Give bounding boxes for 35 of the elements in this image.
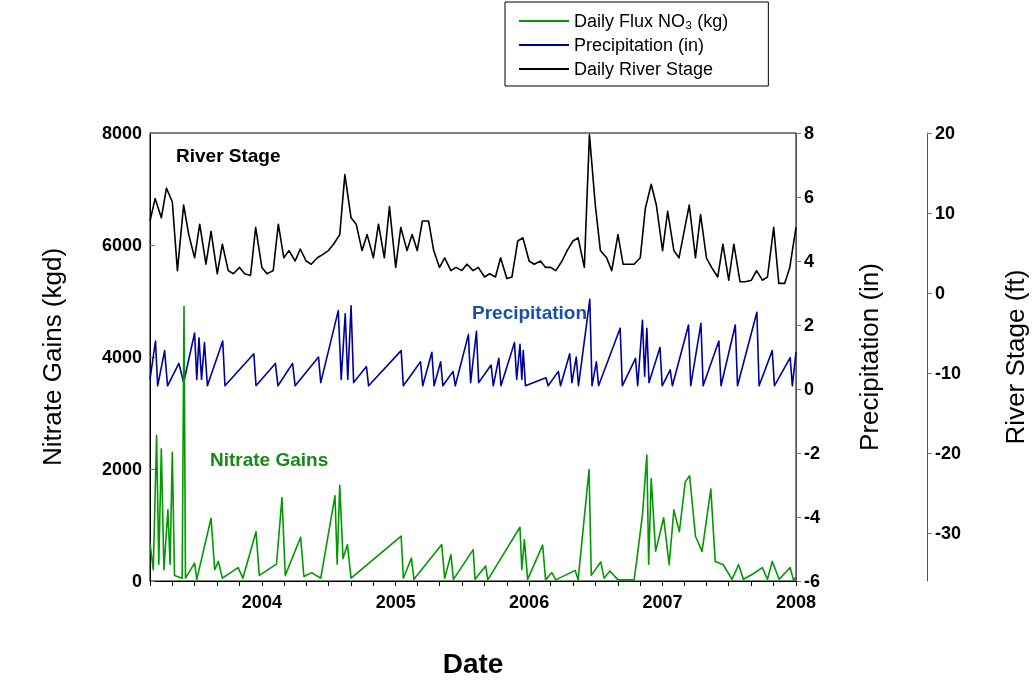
y3-tick-label: -10 <box>935 363 962 383</box>
y2-tick-label: -2 <box>804 443 821 463</box>
y-tick-label: 4000 <box>101 347 142 367</box>
y2-tick-label: 6 <box>804 187 815 207</box>
y-tick-label: 2000 <box>101 459 142 479</box>
x-tick-label: 2007 <box>642 592 683 612</box>
y2-tick-label: 8 <box>804 123 815 143</box>
y2-tick-label: -6 <box>804 571 821 591</box>
y-tick-label: 6000 <box>101 235 142 255</box>
y-tick-label: 8000 <box>101 123 142 143</box>
y3-tick-label: -20 <box>935 443 962 463</box>
legend-label: Daily River Stage <box>574 59 714 79</box>
y-axis-title: Nitrate Gains (kgd) <box>37 247 67 467</box>
line-series <box>149 298 797 387</box>
annotation: Nitrate Gains <box>210 449 329 470</box>
y3-tick-label: 10 <box>935 203 956 223</box>
y2-tick-label: 0 <box>804 379 815 399</box>
y3-tick-label: 0 <box>935 283 946 303</box>
x-tick-label: 2004 <box>241 592 282 612</box>
annotation: River Stage <box>176 145 281 166</box>
legend-label: Daily Flux NO₃ (kg) <box>574 11 729 31</box>
y2-tick-label: 4 <box>804 251 815 271</box>
y-tick-label: 0 <box>131 571 142 591</box>
legend-label: Precipitation (in) <box>574 35 705 55</box>
y3-tick-label: 20 <box>935 123 956 143</box>
y3-axis-title: River Stage (ft) <box>1000 269 1030 445</box>
y3-tick-label: -30 <box>935 523 962 543</box>
annotation: Precipitation <box>472 302 588 323</box>
x-axis-title: Date <box>442 647 504 679</box>
y2-tick-label: -4 <box>804 507 821 527</box>
x-tick-label: 2005 <box>375 592 416 612</box>
y2-axis-title: Precipitation (in) <box>854 263 884 451</box>
y2-tick-label: 2 <box>804 315 815 335</box>
x-tick-label: 2008 <box>775 592 817 612</box>
x-tick-label: 2006 <box>509 592 550 612</box>
